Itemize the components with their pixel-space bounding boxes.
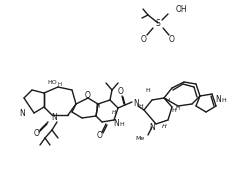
Text: H: H (112, 109, 116, 115)
Text: O: O (97, 132, 103, 140)
Text: H: H (58, 81, 62, 87)
Text: N: N (113, 120, 119, 129)
Text: H: H (166, 98, 170, 103)
Text: H: H (120, 122, 124, 126)
Text: H: H (139, 105, 143, 109)
Text: H: H (162, 124, 166, 130)
Text: OH: OH (176, 5, 188, 14)
Text: O: O (34, 129, 40, 138)
Text: H: H (176, 106, 180, 110)
Text: O: O (118, 88, 124, 97)
Text: S: S (156, 19, 160, 28)
Text: H: H (146, 88, 150, 92)
Text: N: N (149, 123, 155, 132)
Text: N: N (133, 99, 139, 108)
Text: N: N (19, 108, 25, 117)
Text: N: N (215, 96, 221, 105)
Text: O: O (141, 35, 147, 44)
Text: O: O (169, 35, 175, 44)
Text: H: H (172, 107, 176, 113)
Text: HO: HO (47, 81, 57, 86)
Text: Me: Me (136, 137, 145, 141)
Text: N: N (51, 114, 57, 123)
Text: H: H (222, 98, 226, 103)
Text: O: O (85, 90, 91, 99)
Text: H: H (96, 105, 100, 109)
